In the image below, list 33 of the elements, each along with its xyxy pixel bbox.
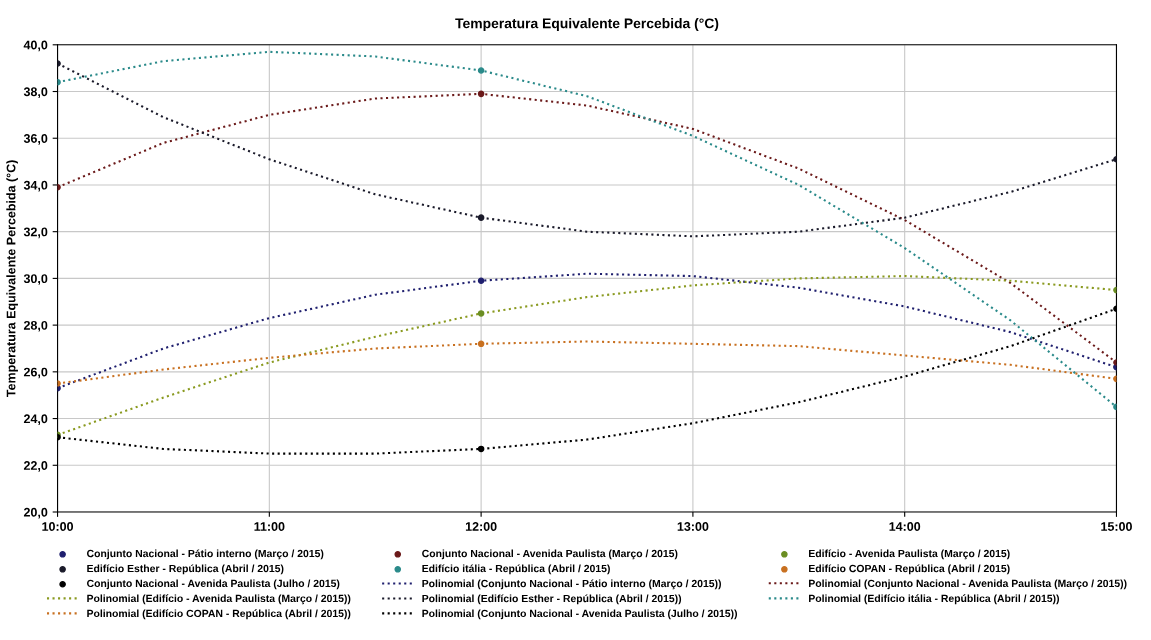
y-tick-label: 22,0	[23, 461, 48, 472]
legend-label: Edifício - Avenida Paulista (Março / 2015)	[809, 549, 1010, 560]
y-tick-label: 24,0	[23, 414, 48, 426]
y-tick-label: 34,0	[23, 180, 48, 192]
legend-label: Edifício Esther - República (Abril / 2015)	[87, 564, 284, 575]
x-tick-label: 13:00	[677, 522, 709, 531]
y-axis-title: Temperatura Equivalente Percebida (°C)	[6, 160, 18, 397]
y-tick-label: 40,0	[23, 40, 48, 52]
legend-label: Conjunto Nacional - Avenida Paulista (Março / 2015)	[422, 549, 678, 560]
x-tick-label: 10:00	[42, 522, 74, 531]
chart-title: Temperatura Equivalente Percebida (°C)	[455, 18, 719, 32]
legend-label: Polinomial (Edifício Esther - República (Abril / 2015))	[422, 594, 682, 605]
x-tick-label: 15:00	[1101, 522, 1132, 531]
legend-label: Polinomial (Conjunto Nacional - Pátio interno (Março / 2015))	[422, 579, 721, 590]
legend-label: Polinomial (Edifício itália - República (Abril / 2015))	[809, 594, 1060, 605]
legend-label: Edifício itália - República (Abril / 2015)	[422, 564, 610, 575]
y-tick-label: 38,0	[23, 87, 48, 98]
legend-label: Polinomial (Edifício - Avenida Paulista (Março / 2015))	[87, 594, 351, 605]
x-tick-label: 11:00	[254, 522, 285, 531]
legend-label: Polinomial (Edifício COPAN - República (Abril / 2015))	[87, 609, 351, 620]
y-tick-label: 30,0	[23, 274, 48, 285]
legend-label: Conjunto Nacional - Avenida Paulista (Julho / 2015)	[87, 579, 340, 590]
y-tick-label: 20,0	[23, 507, 48, 519]
y-tick-label: 36,0	[23, 134, 48, 145]
x-tick-label: 14:00	[889, 522, 921, 531]
legend-label: Polinomial (Conjunto Nacional - Avenida Paulista (Julho / 2015))	[422, 609, 738, 620]
legend-label: Polinomial (Conjunto Nacional - Avenida Paulista (Março / 2015))	[809, 579, 1127, 590]
legend-label: Edifício COPAN - República (Abril / 2015)	[809, 564, 1010, 575]
y-tick-label: 32,0	[23, 227, 48, 239]
x-tick-label: 12:00	[465, 522, 497, 531]
y-tick-label: 26,0	[23, 367, 48, 379]
y-tick-label: 28,0	[23, 320, 48, 332]
legend-label: Conjunto Nacional - Pátio interno (Março / 2015)	[87, 549, 324, 560]
